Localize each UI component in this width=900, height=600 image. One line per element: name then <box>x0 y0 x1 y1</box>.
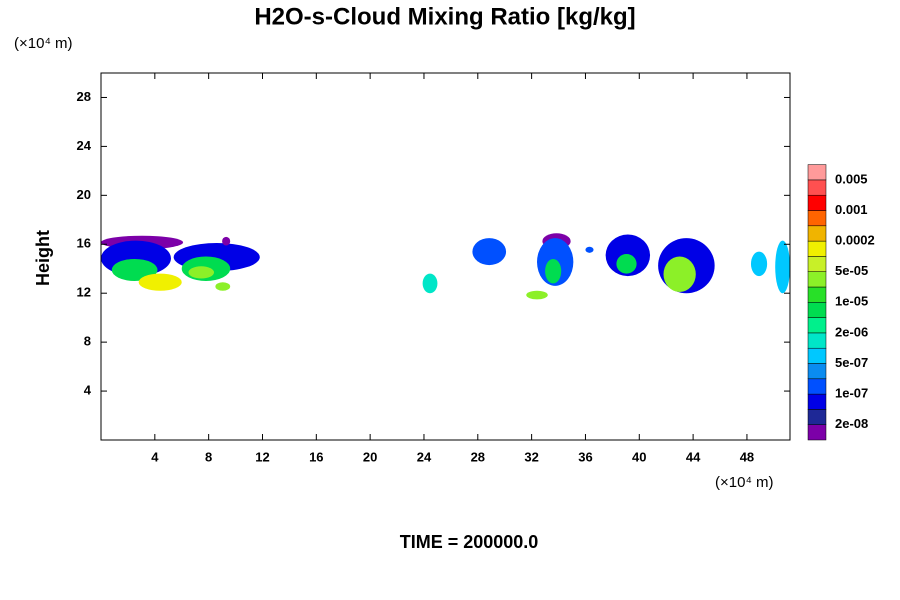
cloud-region <box>526 290 548 300</box>
colorbar-swatch <box>807 378 827 395</box>
cloud-region <box>750 251 768 277</box>
colorbar-swatch <box>807 271 827 288</box>
colorbar-label: 2e-08 <box>835 416 868 431</box>
footer: TIME = 200000.0 <box>400 532 539 552</box>
x-tick-label: 36 <box>578 449 592 464</box>
y-tick-label: 28 <box>77 89 91 104</box>
cloud-region <box>188 266 215 279</box>
colorbar-label: 2e-06 <box>835 324 868 339</box>
y-tick-label: 12 <box>77 285 91 300</box>
x-tick-label: 48 <box>740 449 754 464</box>
cloud-region <box>585 246 594 253</box>
colorbar-swatch <box>807 363 827 380</box>
y-tick-label: 8 <box>84 334 91 349</box>
x-tick-label: 8 <box>205 449 212 464</box>
x-tick-label: 4 <box>151 449 159 464</box>
colorbar-swatch <box>807 302 827 318</box>
colorbar-swatch <box>807 409 827 425</box>
chart-title: H2O-s-Cloud Mixing Ratio [kg/kg] <box>254 3 635 30</box>
x-tick-label: 44 <box>686 449 701 464</box>
colorbar-label: 1e-05 <box>835 294 868 309</box>
cloud-region <box>775 240 790 294</box>
cloud-region <box>111 258 158 281</box>
colorbar-label: 0.0002 <box>835 233 875 248</box>
colorbar-swatch <box>807 332 827 349</box>
y-tick-label: 16 <box>77 236 91 251</box>
y-tick-label: 20 <box>77 187 91 202</box>
colorbar-label: 5e-07 <box>835 355 868 370</box>
cloud-region <box>616 254 637 274</box>
cloud-region <box>663 256 696 292</box>
cloud-region <box>472 238 507 266</box>
colorbar-label: 5e-05 <box>835 263 868 278</box>
colorbar-swatch <box>807 210 827 227</box>
colorbar-swatch <box>807 286 827 303</box>
colorbar-swatch <box>807 225 827 242</box>
plot-frame <box>100 72 791 441</box>
colorbar-swatch <box>807 179 827 196</box>
cloud-region <box>215 282 231 291</box>
colorbar-swatch <box>807 317 827 334</box>
plot-area <box>101 233 790 300</box>
x-tick-label: 40 <box>632 449 646 464</box>
x-tick-label: 32 <box>524 449 538 464</box>
colorbar-label: 0.001 <box>835 202 868 217</box>
y-tick-label: 24 <box>77 138 92 153</box>
colorbar-swatch <box>807 240 827 257</box>
colorbar-label: 0.005 <box>835 171 868 186</box>
x-tick-label: 16 <box>309 449 323 464</box>
cloud-region <box>222 236 231 246</box>
x-tick-label: 28 <box>471 449 485 464</box>
x-tick-label: 20 <box>363 449 377 464</box>
cloud-region <box>138 273 182 291</box>
colorbar-label: 1e-07 <box>835 386 868 401</box>
colorbar-swatch <box>807 194 827 211</box>
y-axis-label: Height <box>33 230 53 286</box>
colorbar-swatch <box>807 424 827 441</box>
cloud-region <box>545 258 562 284</box>
colorbar-swatch <box>807 256 827 272</box>
cloud-region <box>422 273 438 294</box>
y-unit: (×10⁴ m) <box>14 35 73 52</box>
x-tick-label: 12 <box>255 449 269 464</box>
colorbar-swatch <box>807 347 827 364</box>
x-unit: (×10⁴ m) <box>715 474 774 491</box>
colorbar-swatch <box>807 393 827 410</box>
y-tick-label: 4 <box>84 383 92 398</box>
colorbar-swatch <box>807 164 827 181</box>
x-tick-label: 24 <box>417 449 432 464</box>
